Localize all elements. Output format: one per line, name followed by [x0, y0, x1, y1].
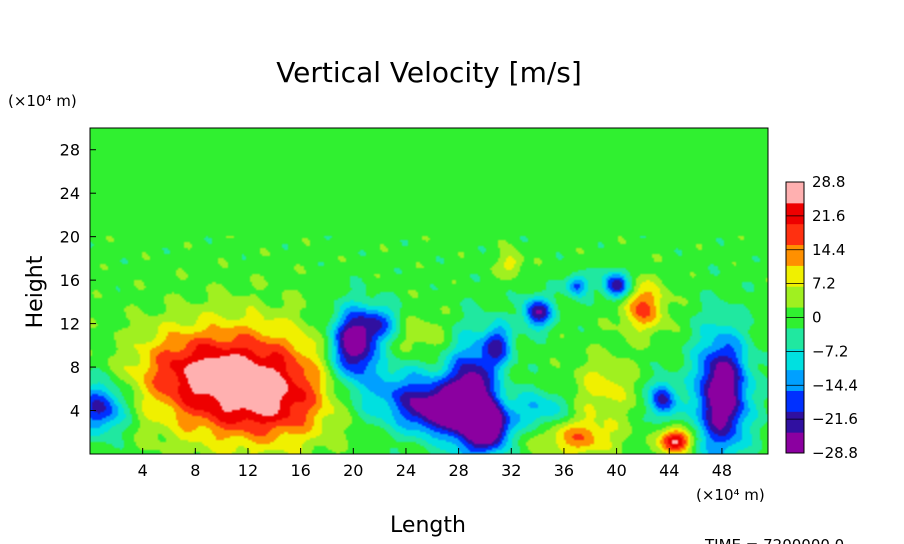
x-tick-label: 12 [238, 461, 258, 480]
x-tick-label: 32 [501, 461, 521, 480]
colorbar-cell [786, 286, 804, 308]
plot-frame [89, 127, 769, 455]
x-tick-label: 36 [554, 461, 574, 480]
x-axis-ticks: 4 8 12 16 20 24 28 32 36 40 44 48 [138, 448, 732, 480]
x-tick-label: 28 [448, 461, 468, 480]
colorbar-tick-label: 0 [812, 309, 822, 327]
colorbar-tick-label: 14.4 [812, 241, 845, 259]
colorbar-tick-label: 21.6 [812, 207, 845, 225]
colorbar-tick-label: −7.2 [812, 342, 848, 360]
colorbar-cell [786, 223, 804, 246]
chart-title: Vertical Velocity [m/s] [276, 56, 582, 89]
colorbar-cell [786, 390, 804, 412]
y-tick-label: 8 [70, 358, 80, 377]
colorbar-tick-label: −21.6 [812, 410, 858, 428]
colorbar-cell [786, 411, 804, 433]
time-footer: TIME = 7200000.0 [704, 536, 844, 544]
y-tick-label: 16 [60, 271, 80, 290]
x-tick-label: 8 [190, 461, 200, 480]
colorbar-tick-label: −14.4 [812, 376, 858, 394]
x-tick-label: 40 [606, 461, 626, 480]
y-unit-label: (×10⁴ m) [8, 92, 77, 110]
y-tick-label: 28 [60, 141, 80, 160]
colorbar: 28.8 21.6 14.4 7.2 0 −7.2 −14.4 −21.6 −28.8 [785, 173, 858, 462]
colorbar-tick-label: 7.2 [812, 275, 836, 293]
heatmap-image [90, 128, 768, 454]
colorbar-ticks: 28.8 21.6 14.4 7.2 0 −7.2 −14.4 −21.6 −28.8 [786, 173, 858, 462]
y-tick-label: 24 [60, 184, 80, 203]
x-tick-label: 20 [343, 461, 363, 480]
x-tick-label: 24 [396, 461, 416, 480]
y-tick-label: 4 [70, 402, 80, 421]
colorbar-cell [786, 244, 804, 266]
x-tick-label: 44 [659, 461, 679, 480]
y-tick-label: 12 [60, 315, 80, 334]
x-tick-label: 16 [290, 461, 310, 480]
colorbar-tick-label: 28.8 [812, 173, 845, 191]
y-tick-label: 20 [60, 228, 80, 247]
y-axis-title: Height [23, 255, 48, 328]
y-axis-ticks: 4 8 12 16 20 24 28 [60, 141, 96, 421]
colorbar-cell [786, 327, 804, 350]
heatmap-plot [89, 127, 769, 455]
colorbar-cell [786, 369, 804, 391]
colorbar-cell [786, 202, 804, 225]
x-axis-title: Length [390, 513, 466, 538]
x-tick-label: 48 [712, 461, 732, 480]
colorbar-cell [786, 265, 804, 287]
colorbar-cell [786, 432, 804, 454]
colorbar-tick-label: −28.8 [812, 444, 858, 462]
colorbar-cell [786, 348, 804, 371]
colorbar-cell [786, 182, 804, 204]
x-tick-label: 4 [138, 461, 148, 480]
x-unit-label: (×10⁴ m) [696, 486, 765, 504]
